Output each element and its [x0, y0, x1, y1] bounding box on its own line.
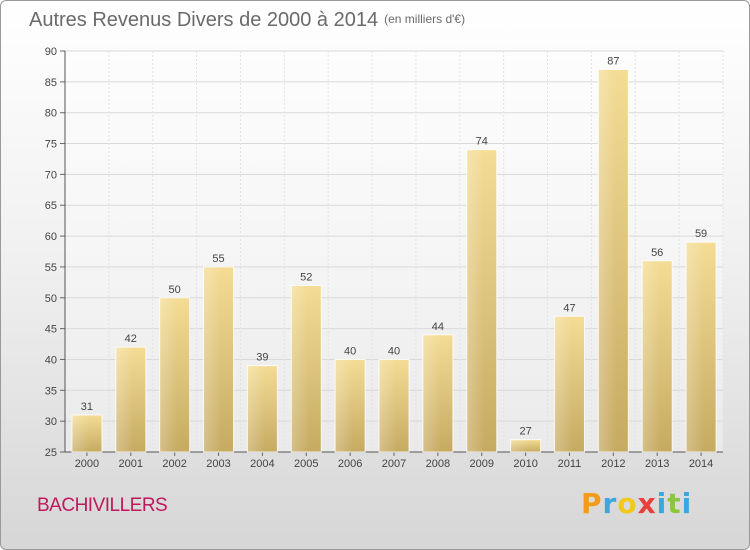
- x-tick-label: 2013: [645, 458, 669, 470]
- bar-highlight: [115, 347, 146, 452]
- y-tick-label: 50: [45, 293, 57, 305]
- x-tick-label: 2011: [558, 458, 582, 470]
- data-label: 27: [519, 426, 531, 438]
- commune-name: BACHIVILLERS: [37, 495, 168, 516]
- logo-letter: o: [617, 487, 638, 520]
- x-tick-label: 2007: [382, 458, 406, 470]
- x-tick-label: 2012: [601, 458, 625, 470]
- bar-highlight: [71, 414, 102, 452]
- data-label: 31: [81, 401, 93, 413]
- y-tick-label: 45: [45, 324, 57, 336]
- y-tick-label: 85: [45, 77, 57, 89]
- bar-highlight: [291, 285, 322, 452]
- data-label: 52: [300, 271, 312, 283]
- bar-highlight: [203, 266, 234, 452]
- chart-title-text: Autres Revenus Divers de 2000 à 2014: [29, 9, 379, 31]
- y-tick-label: 70: [45, 169, 57, 181]
- bars: [71, 69, 717, 453]
- chart-unit: (en milliers d'€): [384, 12, 466, 26]
- y-tick-label: 25: [45, 447, 57, 459]
- x-tick-label: 2002: [162, 458, 186, 470]
- data-label: 44: [432, 321, 444, 333]
- logo-letter: i: [656, 487, 668, 520]
- logo-letter: r: [602, 487, 618, 520]
- y-tick-label: 75: [45, 139, 57, 151]
- logo-letter: x: [637, 487, 657, 520]
- y-tick-label: 90: [45, 46, 57, 58]
- bar-highlight: [686, 242, 717, 452]
- x-tick-label: 2010: [513, 458, 537, 470]
- data-label: 56: [651, 247, 663, 259]
- proxiti-logo: Proxiti: [581, 487, 692, 520]
- y-tick-label: 30: [45, 416, 57, 428]
- x-tick-label: 2003: [206, 458, 230, 470]
- y-tick-label: 55: [45, 262, 57, 274]
- chart-title: Autres Revenus Divers de 2000 à 2014 (en …: [29, 9, 465, 32]
- x-tick-label: 2014: [689, 458, 713, 470]
- x-tick-label: 2001: [119, 458, 143, 470]
- bar-highlight: [335, 359, 366, 452]
- bar-highlight: [159, 297, 190, 452]
- data-label: 42: [125, 333, 137, 345]
- y-tick-label: 65: [45, 200, 57, 212]
- bar-highlight: [642, 260, 673, 452]
- data-label: 50: [169, 284, 181, 296]
- y-tick-label: 60: [45, 231, 57, 243]
- data-label: 40: [388, 345, 400, 357]
- y-tick-label: 80: [45, 108, 57, 120]
- x-tick-label: 2009: [469, 458, 493, 470]
- data-label: 40: [344, 345, 356, 357]
- bar-highlight: [422, 334, 453, 452]
- data-label: 55: [212, 253, 224, 265]
- x-tick-label: 2005: [294, 458, 318, 470]
- x-tick-label: 2006: [338, 458, 362, 470]
- x-tick-label: 2000: [75, 458, 99, 470]
- bar-highlight: [510, 439, 541, 452]
- data-label: 47: [563, 302, 575, 314]
- data-label: 87: [607, 56, 619, 68]
- y-tick-label: 40: [45, 354, 57, 366]
- logo-letter: i: [681, 487, 693, 520]
- data-label: 74: [476, 136, 488, 148]
- bar-highlight: [247, 365, 278, 452]
- logo-letter: t: [667, 487, 682, 520]
- bar-highlight: [379, 359, 409, 452]
- data-label: 39: [256, 352, 268, 364]
- data-label: 59: [695, 228, 707, 240]
- bar-highlight: [466, 149, 497, 452]
- logo-letter: P: [581, 487, 603, 520]
- y-tick-label: 35: [45, 385, 57, 397]
- bar-highlight: [554, 316, 585, 452]
- bar-highlight: [598, 69, 629, 452]
- x-tick-label: 2008: [426, 458, 450, 470]
- x-tick-label: 2004: [250, 458, 274, 470]
- labels: 31 42 50 55 39 52 40 40 44 74 27 47 87 56 59: [81, 56, 707, 438]
